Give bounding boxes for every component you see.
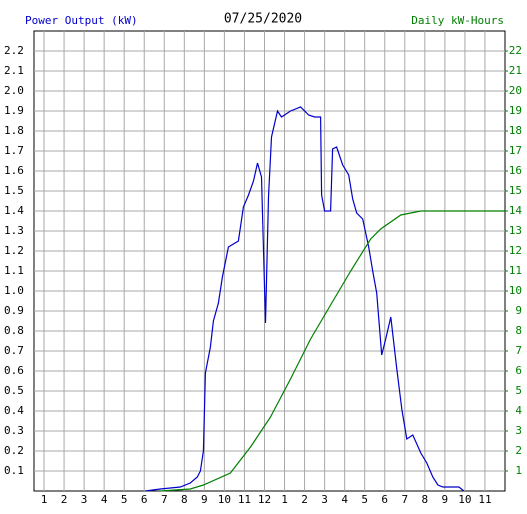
x-tick-label: 2 [301, 493, 308, 506]
x-tick-label: 1 [281, 493, 288, 506]
y-tick-label: 1.7 [4, 144, 24, 157]
y-tick-label: 0.2 [4, 444, 24, 457]
y2-tick-label: 20 [509, 84, 522, 97]
y-tick-label: 1.3 [4, 224, 24, 237]
y2-tick-label: 19 [509, 104, 522, 117]
y2-tick-label: 18 [509, 124, 522, 137]
y-tick-label: 0.3 [4, 424, 24, 437]
x-tick-label: 9 [201, 493, 208, 506]
y2-tick-label: 14 [509, 204, 523, 217]
y-tick-label: 0.1 [4, 464, 24, 477]
y2-tick-label: 3 [515, 424, 522, 437]
x-tick-label: 11 [478, 493, 491, 506]
y-tick-label: 2.1 [4, 64, 24, 77]
y2-axis-title: Daily kW-Hours [411, 14, 504, 27]
x-tick-label: 10 [458, 493, 471, 506]
x-tick-label: 3 [81, 493, 88, 506]
y-tick-label: 1.2 [4, 244, 24, 257]
x-tick-label: 5 [361, 493, 368, 506]
y-tick-label: 0.5 [4, 384, 24, 397]
series-line [145, 106, 465, 492]
x-tick-label: 5 [121, 493, 128, 506]
x-tick-label: 4 [341, 493, 348, 506]
plot-frame [33, 30, 506, 492]
y-tick-label: 1.9 [4, 104, 24, 117]
y-tick-label: 1.8 [4, 124, 24, 137]
y2-tick-label: 5 [515, 384, 522, 397]
y2-tick-label: 10 [509, 284, 522, 297]
y2-tick-label: 2 [515, 444, 522, 457]
y-tick-label: 0.9 [4, 304, 24, 317]
x-tick-label: 10 [218, 493, 231, 506]
x-tick-label: 1 [41, 493, 48, 506]
series-line [160, 210, 505, 492]
y2-tick-label: 11 [509, 264, 522, 277]
x-tick-label: 6 [141, 493, 148, 506]
y-axis-title: Power Output (kW) [25, 14, 138, 27]
y-tick-label: 2.0 [4, 84, 24, 97]
y2-tick-label: 9 [515, 304, 522, 317]
x-tick-label: 7 [401, 493, 408, 506]
y2-tick-label: 4 [515, 404, 522, 417]
y-tick-label: 1.1 [4, 264, 24, 277]
y2-tick-label: 13 [509, 224, 522, 237]
y-tick-label: 2.2 [4, 44, 24, 57]
y2-tick-label: 12 [509, 244, 522, 257]
y-tick-label: 0.6 [4, 364, 24, 377]
x-tick-label: 12 [258, 493, 271, 506]
y2-tick-label: 17 [509, 144, 522, 157]
x-tick-label: 3 [321, 493, 328, 506]
y2-tick-label: 16 [509, 164, 522, 177]
chart-title: 07/25/2020 [224, 12, 302, 27]
x-tick-label: 7 [161, 493, 168, 506]
x-tick-label: 8 [422, 493, 429, 506]
y2-tick-label: 7 [515, 344, 522, 357]
y2-tick-label: 6 [515, 364, 522, 377]
y-tick-label: 0.4 [4, 404, 24, 417]
y2-tick-label: 15 [509, 184, 522, 197]
x-tick-label: 6 [381, 493, 388, 506]
y-tick-label: 0.7 [4, 344, 24, 357]
x-tick-label: 4 [101, 493, 108, 506]
y2-tick-label: 1 [515, 464, 522, 477]
y-tick-label: 1.4 [4, 204, 24, 217]
y2-tick-label: 21 [509, 64, 522, 77]
x-tick-label: 11 [238, 493, 251, 506]
y-tick-label: 0.8 [4, 324, 24, 337]
x-tick-label: 9 [442, 493, 449, 506]
x-tick-label: 8 [181, 493, 188, 506]
y-tick-label: 1.5 [4, 184, 24, 197]
y2-tick-label: 8 [515, 324, 522, 337]
y-tick-label: 1.6 [4, 164, 24, 177]
x-tick-label: 2 [61, 493, 68, 506]
y2-tick-label: 22 [509, 44, 522, 57]
y-tick-label: 1.0 [4, 284, 24, 297]
